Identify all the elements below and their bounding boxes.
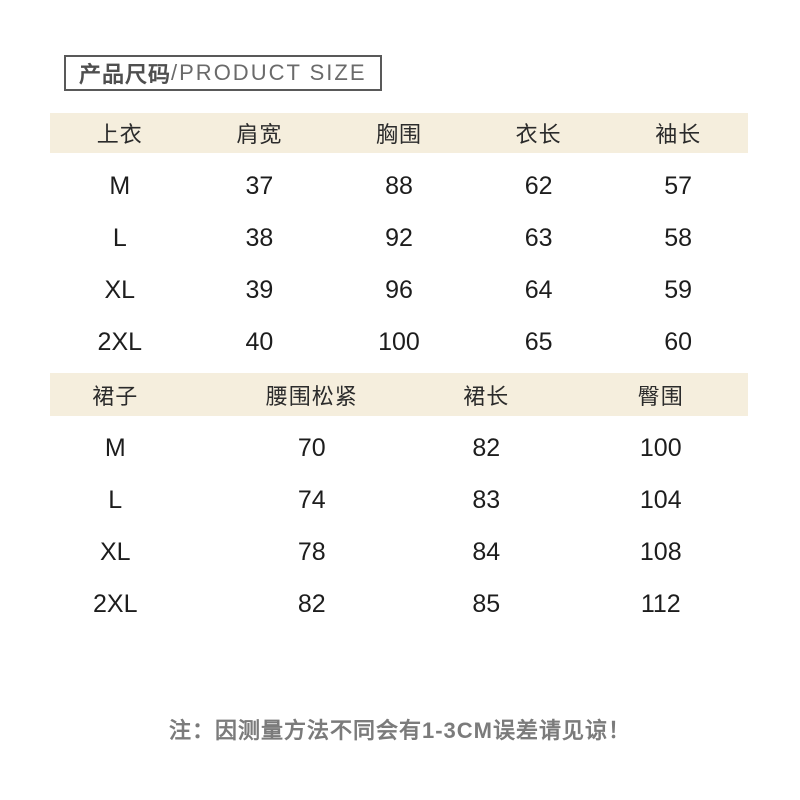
size-label: M — [109, 171, 131, 200]
measurement-value: 100 — [639, 433, 682, 462]
table-row: XL 78 84 108 — [50, 526, 748, 578]
measurement-value: 82 — [297, 589, 326, 618]
measurement-value: 70 — [297, 433, 326, 462]
table-row: L 38 92 63 58 — [50, 212, 748, 264]
measurement-value: 65 — [524, 327, 553, 356]
column-header-shoulder: 肩宽 — [236, 122, 283, 147]
table-row: 2XL 40 100 65 60 — [50, 316, 748, 368]
measurement-value: 58 — [664, 223, 693, 252]
size-label: L — [112, 223, 127, 252]
measurement-value: 62 — [524, 171, 553, 200]
column-header-waist-elastic: 腰围松紧 — [265, 383, 358, 409]
measurement-value: 84 — [472, 537, 501, 566]
spacer — [50, 153, 748, 160]
size-label: 2XL — [93, 589, 138, 618]
measurement-value: 78 — [297, 537, 326, 566]
tops-header-row: 上衣 肩宽 胸围 衣长 袖长 — [50, 113, 748, 153]
measurement-value: 83 — [472, 485, 501, 514]
table-row: 2XL 82 85 112 — [50, 578, 748, 630]
page-title-chinese: 产品尺码 — [79, 62, 172, 87]
table-row: M 70 82 100 — [50, 422, 748, 474]
measurement-value: 37 — [245, 171, 274, 200]
column-header-skirt: 裙子 — [92, 383, 139, 409]
measurement-value: 40 — [245, 327, 274, 356]
page-title-english: /PRODUCT SIZE — [171, 60, 367, 85]
size-label: XL — [99, 537, 131, 566]
column-header-sleeve: 袖长 — [655, 122, 702, 147]
measurement-value: 59 — [664, 275, 693, 304]
measurement-note: 注：因测量方法不同会有1-3CM误差请见谅！ — [168, 718, 631, 743]
measurement-value: 85 — [472, 589, 501, 618]
measurement-value: 92 — [385, 223, 413, 252]
measurement-value: 100 — [378, 327, 420, 356]
measurement-value: 82 — [472, 433, 501, 462]
measurement-value: 112 — [640, 589, 681, 618]
column-header-bust: 胸围 — [375, 122, 422, 147]
column-header-skirt-length: 裙长 — [463, 383, 510, 409]
measurement-value: 63 — [524, 223, 553, 252]
size-label: L — [108, 485, 123, 514]
measurement-value: 39 — [245, 275, 274, 304]
column-header-hip: 臀围 — [637, 383, 684, 409]
size-label: XL — [104, 275, 136, 304]
measurement-value: 57 — [664, 171, 693, 200]
table-row: L 74 83 104 — [50, 474, 748, 526]
size-label: M — [104, 433, 126, 462]
table-row: M 37 88 62 57 — [50, 160, 748, 212]
measurement-value: 96 — [385, 275, 413, 304]
measurement-value: 38 — [245, 223, 274, 252]
size-label: 2XL — [97, 327, 143, 356]
measurement-value: 108 — [639, 537, 682, 566]
column-header-top: 上衣 — [96, 122, 143, 147]
skirt-header-row: 裙子 腰围松紧 裙长 臀围 — [50, 373, 748, 416]
measurement-value: 88 — [385, 171, 413, 200]
measurement-value: 74 — [297, 485, 326, 514]
title-box: 产品尺码 /PRODUCT SIZE — [64, 55, 382, 91]
column-header-length: 衣长 — [515, 122, 562, 147]
measurement-value: 60 — [664, 327, 693, 356]
table-row: XL 39 96 64 59 — [50, 264, 748, 316]
size-tables: 上衣 肩宽 胸围 衣长 袖长 M 37 88 62 57 L 38 92 63 … — [50, 113, 748, 630]
measurement-value: 64 — [524, 275, 553, 304]
measurement-value: 104 — [639, 485, 682, 514]
